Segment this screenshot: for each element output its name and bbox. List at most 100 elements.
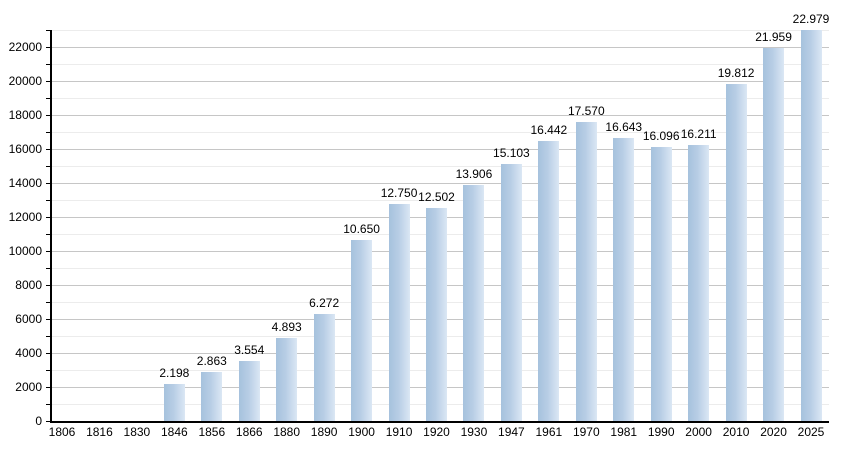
- bar-value-label: 2.198: [159, 365, 190, 380]
- y-tick-label: 8000: [15, 278, 42, 292]
- y-tick: [46, 301, 51, 303]
- bar: [238, 360, 260, 421]
- bar-value-label: 10.650: [343, 221, 380, 236]
- x-tick-label: 2010: [722, 425, 750, 439]
- y-tick: [46, 233, 51, 235]
- y-axis-line: [50, 30, 52, 423]
- y-tick: [46, 352, 51, 354]
- y-tick: [46, 403, 51, 405]
- y-tick-label: 6000: [15, 312, 42, 326]
- bar-value-label: 12.502: [418, 190, 455, 205]
- y-tick-label: 4000: [15, 346, 42, 360]
- bar-value-label: 4.893: [271, 319, 302, 334]
- y-tick: [46, 284, 51, 286]
- x-tick-label: 1900: [348, 425, 375, 439]
- y-tick: [46, 80, 51, 82]
- y-tick-label: 14000: [8, 176, 42, 190]
- x-tick-label: 1947: [498, 425, 525, 439]
- y-tick-label: 12000: [8, 210, 42, 224]
- x-tick-label: 1806: [48, 425, 76, 439]
- bar-value-label: 17.570: [567, 104, 605, 119]
- bar-value-label: 15.103: [493, 146, 530, 161]
- bar-value-label: 3.554: [234, 342, 265, 357]
- bar: [575, 122, 597, 421]
- bar-value-label: 19.812: [717, 66, 755, 81]
- bar-value-label: 16.211: [680, 127, 717, 142]
- bar: [388, 204, 410, 421]
- x-tick-label: 1910: [385, 425, 413, 439]
- gridline-minor: [51, 63, 829, 65]
- bar: [163, 383, 185, 421]
- y-tick: [46, 267, 51, 269]
- y-tick: [46, 318, 51, 320]
- bar-value-label: 2.863: [196, 354, 227, 369]
- x-tick-label: 1961: [535, 425, 563, 439]
- y-tick: [46, 148, 51, 150]
- x-tick-label: 1856: [198, 425, 226, 439]
- y-tick: [46, 63, 51, 65]
- y-tick: [46, 165, 51, 167]
- y-tick-label: 0: [35, 414, 42, 428]
- bar: [351, 239, 373, 421]
- x-tick-label: 1890: [310, 425, 338, 439]
- y-tick-label: 22000: [8, 40, 42, 54]
- gridline-major: [51, 114, 829, 116]
- gridline-major: [51, 80, 829, 82]
- y-tick-label: 16000: [8, 142, 42, 156]
- x-axis-line: [50, 421, 829, 423]
- x-tick-label: 1866: [235, 425, 263, 439]
- y-tick-label: 10000: [8, 244, 42, 258]
- x-tick-label: 2020: [760, 425, 787, 439]
- y-tick: [46, 335, 51, 337]
- bar: [463, 184, 485, 421]
- bar-value-label: 21.959: [755, 29, 792, 44]
- gridline-minor: [51, 29, 829, 31]
- x-tick-label: 2000: [685, 425, 712, 439]
- bar: [500, 164, 522, 421]
- x-tick-label: 1846: [160, 425, 188, 439]
- y-tick: [46, 250, 51, 252]
- x-tick-label: 2025: [797, 425, 825, 439]
- gridline-major: [51, 46, 829, 48]
- gridline-minor: [51, 97, 829, 99]
- bar-value-label: 16.096: [642, 129, 680, 144]
- bar: [613, 138, 635, 421]
- bar: [276, 337, 298, 421]
- x-tick-label: 1920: [423, 425, 450, 439]
- y-tick: [46, 199, 51, 201]
- x-tick-label: 1970: [572, 425, 600, 439]
- gridline-minor: [51, 165, 829, 167]
- y-tick-label: 2000: [15, 380, 42, 394]
- bar-value-label: 16.442: [530, 123, 568, 138]
- x-tick-label: 1816: [86, 425, 113, 439]
- y-tick: [46, 369, 51, 371]
- y-tick: [46, 97, 51, 99]
- bar-value-label: 12.750: [380, 186, 418, 201]
- bar: [650, 147, 672, 421]
- bar: [426, 208, 447, 421]
- bar: [800, 30, 822, 421]
- bar-value-label: 6.272: [309, 296, 340, 311]
- x-tick-label: 1880: [273, 425, 301, 439]
- bar-value-label: 13.906: [455, 166, 493, 181]
- bar-value-label: 16.643: [605, 120, 643, 135]
- x-tick-label: 1930: [460, 425, 488, 439]
- y-tick: [46, 420, 51, 422]
- bar: [201, 372, 223, 421]
- bar: [763, 47, 785, 421]
- y-tick: [46, 114, 51, 116]
- y-tick: [46, 216, 51, 218]
- bar: [538, 141, 560, 421]
- bar: [725, 84, 747, 421]
- y-tick: [46, 386, 51, 388]
- y-tick-label: 20000: [8, 74, 42, 88]
- x-tick-label: 1990: [647, 425, 675, 439]
- gridline-major: [51, 182, 829, 184]
- bar-value-label: 22.979: [792, 12, 830, 27]
- x-tick-label: 1830: [123, 425, 151, 439]
- x-tick-label: 1981: [610, 425, 638, 439]
- y-tick: [46, 29, 51, 31]
- y-tick: [46, 182, 51, 184]
